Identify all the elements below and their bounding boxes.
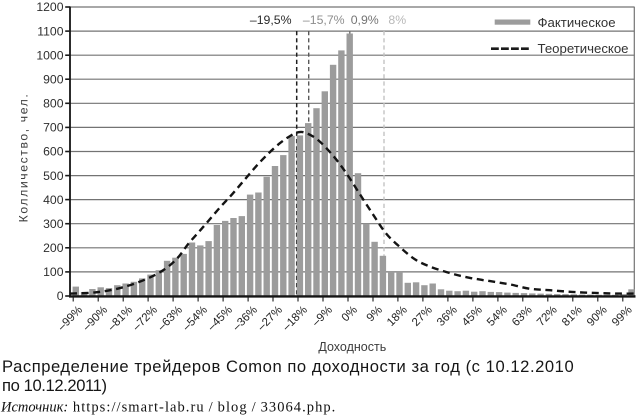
svg-text:Распределение трейдеров Comon: Распределение трейдеров Comon по доходно… [2, 357, 574, 376]
svg-text:–19,5%: –19,5% [250, 13, 292, 27]
svg-text:–15,7%: –15,7% [303, 13, 345, 27]
svg-text:600: 600 [43, 145, 64, 159]
svg-text:300: 300 [43, 217, 64, 231]
svg-text:0: 0 [57, 289, 64, 303]
svg-text:200: 200 [43, 241, 64, 255]
svg-text:Источник: https://smart-lab.ru: Источник: https://smart-lab.ru / blog / … [0, 400, 336, 416]
svg-text:Теоретическое: Теоретическое [538, 41, 629, 56]
svg-text:по 10.12.2011): по 10.12.2011) [2, 376, 107, 395]
svg-text:700: 700 [43, 121, 64, 135]
svg-text:8%: 8% [388, 13, 406, 27]
svg-text:100: 100 [43, 265, 64, 279]
svg-text:1100: 1100 [37, 24, 63, 38]
svg-text:400: 400 [43, 193, 64, 207]
svg-text:Фактическое: Фактическое [538, 15, 616, 30]
svg-text:Колличество, чел.: Колличество, чел. [17, 93, 31, 223]
svg-text:1200: 1200 [36, 0, 63, 14]
svg-text:1000: 1000 [36, 48, 63, 62]
svg-text:800: 800 [43, 97, 64, 111]
svg-text:0,9%: 0,9% [351, 13, 379, 27]
svg-text:900: 900 [43, 72, 64, 86]
svg-text:500: 500 [43, 169, 64, 183]
svg-text:Доходность: Доходность [318, 340, 386, 354]
